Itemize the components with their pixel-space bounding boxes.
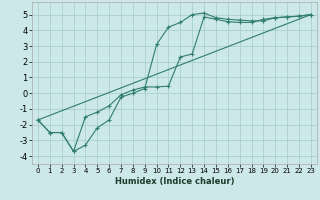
X-axis label: Humidex (Indice chaleur): Humidex (Indice chaleur) — [115, 177, 234, 186]
